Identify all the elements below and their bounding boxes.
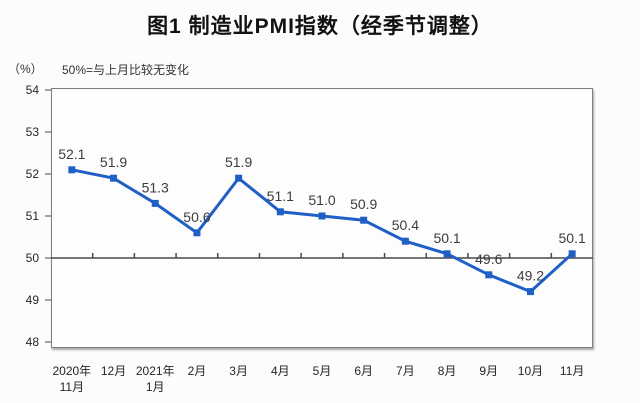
y-axis-tick-label: 52 xyxy=(26,167,40,181)
data-label: 51.0 xyxy=(308,192,335,208)
data-label: 50.4 xyxy=(392,217,419,233)
data-point-marker xyxy=(568,250,576,258)
x-axis-label: 5月 xyxy=(313,364,332,378)
y-axis-unit-label: （%） xyxy=(8,62,43,76)
data-label: 51.1 xyxy=(267,188,294,204)
x-axis-label: 9月 xyxy=(479,364,498,378)
data-label: 52.1 xyxy=(58,146,85,162)
x-axis-label: 3月 xyxy=(229,364,248,378)
y-axis-tick-label: 48 xyxy=(26,335,40,349)
x-axis-label: 2月 xyxy=(188,364,207,378)
y-axis-tick-label: 50 xyxy=(26,251,40,265)
data-point-marker xyxy=(151,199,159,207)
chart-title: 图1 制造业PMI指数（经季节调整） xyxy=(147,15,493,38)
x-axis-label: 2020年 11月 xyxy=(52,364,91,394)
data-point-marker xyxy=(360,216,368,224)
x-axis-label: 7月 xyxy=(396,364,415,378)
data-point-marker xyxy=(401,237,409,245)
data-point-marker xyxy=(110,174,118,182)
data-label: 51.9 xyxy=(225,154,252,170)
reference-note: 50%=与上月比较无变化 xyxy=(62,63,190,77)
data-point-marker xyxy=(526,288,534,296)
data-point-marker xyxy=(276,208,284,216)
x-axis-label: 4月 xyxy=(271,364,290,378)
y-axis-tick-label: 54 xyxy=(26,83,40,97)
data-label: 50.9 xyxy=(350,196,377,212)
x-axis-label: 8月 xyxy=(438,364,457,378)
data-point-marker xyxy=(443,250,451,258)
x-axis-label: 10月 xyxy=(518,364,543,378)
y-axis-tick-label: 49 xyxy=(26,293,40,307)
x-axis-label: 11月 xyxy=(560,364,584,378)
data-label: 50.1 xyxy=(559,230,586,246)
data-label: 51.3 xyxy=(142,179,169,195)
y-axis-tick-label: 53 xyxy=(26,125,40,139)
data-point-marker xyxy=(318,212,326,220)
data-label: 49.2 xyxy=(517,268,544,284)
data-label: 49.6 xyxy=(475,251,502,267)
y-axis-tick-label: 51 xyxy=(26,209,40,223)
data-point-marker xyxy=(235,174,243,182)
data-label: 51.9 xyxy=(100,154,127,170)
x-axis-label: 6月 xyxy=(354,364,373,378)
data-point-marker xyxy=(68,166,76,174)
data-label: 50.1 xyxy=(433,230,460,246)
data-label: 50.6 xyxy=(183,209,210,225)
data-point-marker xyxy=(193,229,201,237)
x-axis-label: 2021年 1月 xyxy=(136,364,175,394)
x-axis-label: 12月 xyxy=(101,364,126,378)
data-point-marker xyxy=(485,271,493,279)
